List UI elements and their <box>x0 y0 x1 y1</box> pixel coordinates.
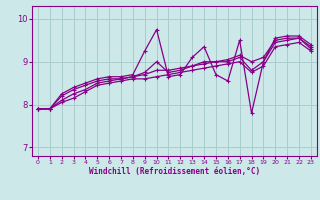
X-axis label: Windchill (Refroidissement éolien,°C): Windchill (Refroidissement éolien,°C) <box>89 167 260 176</box>
